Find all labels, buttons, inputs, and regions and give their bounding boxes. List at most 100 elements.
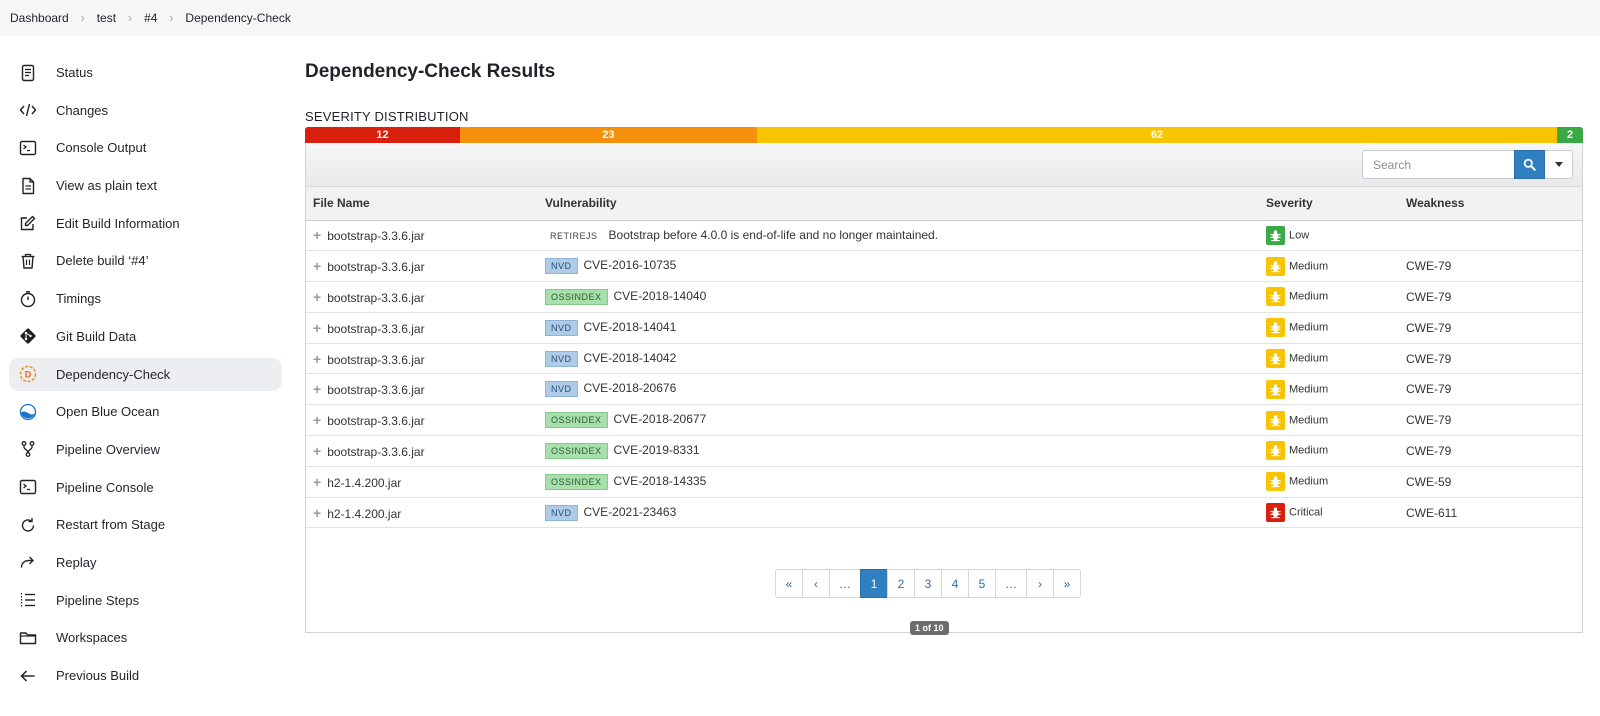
table-row[interactable]: + bootstrap-3.3.6.jar NVD CVE-2018-14041 Med… [306,312,1582,344]
severity-cell: Low [1259,220,1399,252]
page-button[interactable]: … [995,569,1027,598]
severity-label: Low [1289,229,1310,242]
results-table: File Name Vulnerability Severity Weaknes… [306,187,1582,529]
svg-text:D: D [25,370,32,380]
sidebar-item-label: Delete build ‘#4’ [56,253,149,269]
sidebar-item-label: Open Blue Ocean [56,404,160,420]
page-button[interactable]: 3 [914,569,942,598]
search-input[interactable] [1362,150,1514,179]
page-button[interactable]: 4 [941,569,969,598]
sidebar-item-label: Pipeline Steps [56,592,140,608]
expand-row-icon[interactable]: + [313,504,322,521]
file-name: bootstrap-3.3.6.jar [327,352,425,367]
expand-row-icon[interactable]: + [313,442,322,459]
table-row[interactable]: + bootstrap-3.3.6.jar NVD CVE-2018-14042 Med… [306,343,1582,375]
sidebar-item-dependency-check[interactable]: D Dependency-Check [9,357,282,391]
table-row[interactable]: + bootstrap-3.3.6.jar NVD CVE-2018-20676 Med… [306,373,1582,406]
severity-label: Medium [1289,414,1329,427]
breadcrumb-item[interactable]: test [96,11,117,25]
severity-segment[interactable]: 2 [1557,127,1583,143]
restart-icon [18,515,38,535]
table-row[interactable]: + bootstrap-3.3.6.jar OSSINDEX CVE-2018-140… [306,281,1582,313]
sidebar-item-workspaces[interactable]: Workspaces [9,621,282,654]
severity-distribution-title: SEVERITY DISTRIBUTION [305,109,469,124]
page-button[interactable]: 5 [968,569,996,598]
search-button[interactable] [1514,150,1545,179]
column-severity[interactable]: Severity [1259,187,1399,221]
column-file-name[interactable]: File Name [306,187,538,221]
vulnerability-name: CVE-2018-20676 [583,381,677,396]
weakness-cell: CWE-79 [1399,312,1582,344]
page-button[interactable]: » [1053,569,1081,598]
sidebar-item-label: Previous Build [56,668,140,683]
breadcrumb-separator-icon: › [169,11,174,25]
vulnerability-name: CVE-2018-20677 [613,412,707,427]
sidebar-item-changes[interactable]: Changes [9,94,282,127]
expand-row-icon[interactable]: + [313,381,322,398]
page-button[interactable]: « [775,569,803,598]
vulnerability-cell: OSSINDEX CVE-2018-20677 [538,404,1259,437]
sidebar-item-pipeline-overview[interactable]: Pipeline Overview [9,433,282,466]
sidebar-item-status[interactable]: Status [9,56,282,89]
breadcrumb-item[interactable]: Dashboard [10,11,69,25]
weakness-cell: CWE-79 [1399,343,1582,375]
table-row[interactable]: + bootstrap-3.3.6.jar OSSINDEX CVE-2019-833… [306,435,1582,467]
sidebar-item-previous-build[interactable]: Previous Build [9,659,282,692]
source-badge: NVD [545,319,578,336]
column-vulnerability[interactable]: Vulnerability [538,187,1259,221]
expand-row-icon[interactable]: + [313,473,322,490]
expand-row-icon[interactable]: + [313,319,322,336]
sidebar-item-git-build-data[interactable]: Git Build Data [9,320,282,353]
table-row[interactable]: + bootstrap-3.3.6.jar RETIREJS Bootstrap be… [306,220,1582,252]
vulnerability-name: CVE-2019-8331 [613,443,700,458]
sidebar-item-open-blue-ocean[interactable]: Open Blue Ocean [9,395,282,428]
vulnerability-name: CVE-2018-14041 [583,319,677,334]
sidebar-item-edit-build-information[interactable]: Edit Build Information [9,207,282,240]
severity-label: Medium [1289,260,1329,273]
expand-row-icon[interactable]: + [313,227,322,244]
sidebar-item-pipeline-console[interactable]: Pipeline Console [9,471,282,504]
sidebar-item-pipeline-steps[interactable]: Pipeline Steps [9,584,282,617]
expand-row-icon[interactable]: + [313,288,322,305]
trash-icon [18,251,38,271]
table-row[interactable]: + h2-1.4.200.jar NVD CVE-2021-23463 Critical… [306,497,1582,529]
breadcrumb-item[interactable]: Dependency-Check [185,11,291,25]
sidebar-item-delete-build-4[interactable]: Delete build ‘#4’ [9,244,282,277]
table-row[interactable]: + bootstrap-3.3.6.jar NVD CVE-2016-10735 Med… [306,250,1582,283]
page-button[interactable]: › [1026,569,1054,598]
vulnerability-cell: NVD CVE-2018-20676 [538,373,1259,406]
sidebar-item-timings[interactable]: Timings [9,282,282,315]
vulnerability-name: Bootstrap before 4.0.0 is end-of-life an… [608,227,939,242]
page-button[interactable]: 1 [860,569,888,598]
vulnerability-name: CVE-2021-23463 [583,504,677,519]
blue-ocean-icon [18,402,38,422]
table-row[interactable]: + bootstrap-3.3.6.jar OSSINDEX CVE-2018-206… [306,404,1582,437]
table-row[interactable]: + h2-1.4.200.jar OSSINDEX CVE-2018-14335 Med… [306,466,1582,498]
severity-segment[interactable]: 12 [305,127,460,143]
page-button[interactable]: 2 [887,569,915,598]
page-button[interactable]: ‹ [802,569,830,598]
expand-row-icon[interactable]: + [313,412,322,429]
sidebar-item-console-output[interactable]: Console Output [9,131,282,164]
search-options-dropdown[interactable] [1545,150,1573,179]
branch-icon [18,439,38,459]
terminal-icon [18,477,38,497]
severity-segment[interactable]: 62 [756,127,1558,143]
weakness-cell: CWE-79 [1399,373,1582,406]
breadcrumb-item[interactable]: #4 [144,11,158,25]
sidebar-item-view-as-plain-text[interactable]: View as plain text [9,169,282,202]
page-button[interactable]: … [829,569,861,598]
main-content: Dependency-Check Results SEVERITY DISTRI… [305,56,1583,635]
file-name-cell: + bootstrap-3.3.6.jar [306,435,538,467]
stopwatch-icon [18,289,38,309]
file-text-icon [18,176,38,196]
severity-segment[interactable]: 23 [459,127,757,143]
table-header-row: File Name Vulnerability Severity Weaknes… [306,187,1582,221]
sidebar-item-restart-from-stage[interactable]: Restart from Stage [9,508,282,541]
column-weakness[interactable]: Weakness [1399,187,1582,221]
expand-row-icon[interactable]: + [313,350,322,367]
vulnerability-cell: RETIREJS Bootstrap before 4.0.0 is end-of… [538,220,1259,252]
sidebar-item-replay[interactable]: Replay [9,546,282,579]
vulnerability-cell: NVD CVE-2018-14041 [538,312,1259,344]
expand-row-icon[interactable]: + [313,258,322,275]
